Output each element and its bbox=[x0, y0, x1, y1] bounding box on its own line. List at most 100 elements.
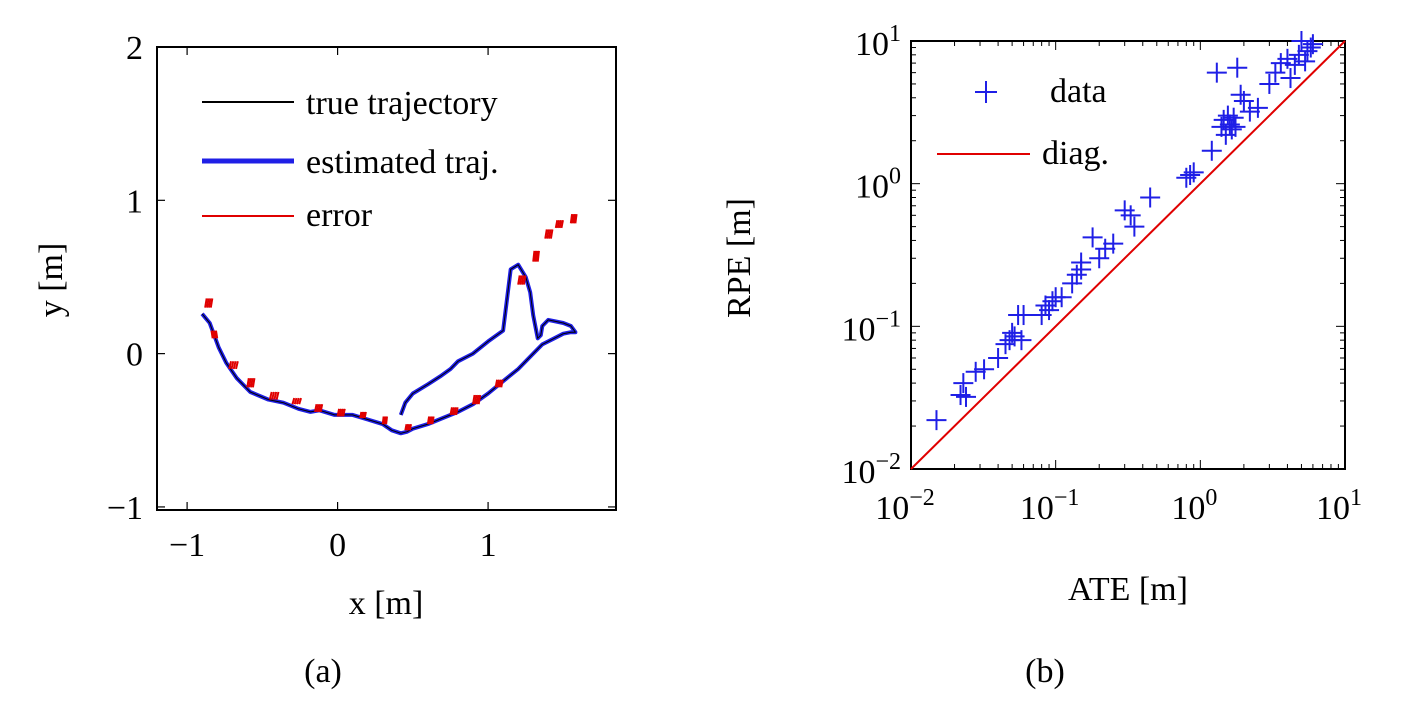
error-segment bbox=[209, 298, 214, 308]
error-segment bbox=[342, 408, 346, 417]
error-segment bbox=[426, 416, 431, 425]
data-point bbox=[926, 410, 947, 431]
data-point bbox=[956, 386, 977, 407]
legend-data-swatch bbox=[975, 81, 997, 103]
error-segment bbox=[429, 416, 434, 425]
error-segment bbox=[298, 397, 302, 405]
error-segment bbox=[475, 394, 480, 405]
error-segment bbox=[319, 404, 324, 413]
data-point bbox=[995, 334, 1016, 355]
chart-a-legend: true trajectory estimated traj. error bbox=[202, 85, 499, 234]
data-point bbox=[1183, 162, 1204, 183]
error-segment bbox=[268, 391, 273, 400]
data-point bbox=[988, 347, 1009, 368]
data-point bbox=[1051, 287, 1072, 308]
data-point bbox=[1114, 200, 1135, 221]
x-tick-label: 0 bbox=[329, 527, 346, 564]
chart-b-plot bbox=[910, 31, 1346, 470]
error-segment bbox=[404, 423, 408, 431]
error-segment bbox=[536, 250, 540, 262]
data-point bbox=[1295, 51, 1316, 72]
error-segment bbox=[385, 416, 389, 425]
error-segment bbox=[273, 391, 278, 400]
error-segment bbox=[451, 407, 455, 416]
error-segment bbox=[230, 361, 235, 370]
error-segment bbox=[500, 379, 504, 388]
true-trajectory-line bbox=[201, 264, 576, 434]
y-tick-label: 10−1 bbox=[841, 306, 901, 348]
data-point bbox=[1140, 187, 1161, 208]
data-point bbox=[965, 361, 986, 382]
data-point bbox=[1180, 165, 1201, 186]
x-tick-label: 100 bbox=[1171, 485, 1217, 527]
error-segment bbox=[498, 379, 502, 388]
error-segment bbox=[293, 397, 298, 405]
x-tick-label: 10−2 bbox=[875, 485, 935, 527]
error-segment bbox=[572, 213, 577, 224]
error-segment bbox=[382, 416, 386, 425]
error-segment bbox=[381, 416, 385, 425]
data-point bbox=[1071, 252, 1092, 273]
error-segment bbox=[251, 377, 256, 388]
error-segment bbox=[549, 229, 554, 239]
y-tick-label: 2 bbox=[126, 30, 143, 67]
error-segment bbox=[228, 361, 233, 370]
error-segment bbox=[569, 213, 574, 224]
error-segment bbox=[477, 394, 482, 405]
data-point bbox=[1013, 305, 1034, 326]
data-point bbox=[1239, 101, 1260, 122]
x-tick-label: 10−1 bbox=[1020, 485, 1080, 527]
data-point bbox=[1095, 238, 1116, 259]
data-point bbox=[1284, 54, 1305, 75]
y-tick-label: 1 bbox=[126, 183, 143, 220]
error-segment bbox=[295, 397, 300, 405]
error-segment bbox=[520, 275, 525, 285]
diagonal-line bbox=[910, 40, 1346, 470]
y-tick-label: 0 bbox=[126, 337, 143, 374]
data-point bbox=[1206, 62, 1227, 83]
estimated-trajectory-line bbox=[200, 262, 578, 436]
error-segment bbox=[206, 298, 210, 308]
error-segment bbox=[248, 377, 252, 388]
data-point bbox=[1300, 37, 1321, 58]
chart-a-frame bbox=[156, 46, 617, 511]
data-point bbox=[1103, 233, 1124, 254]
chart-a-xlabel: x [m] bbox=[349, 585, 424, 622]
data-point bbox=[974, 359, 995, 380]
data-point bbox=[1302, 34, 1323, 55]
data-point bbox=[1223, 107, 1244, 128]
chart-a-plot bbox=[200, 213, 578, 436]
error-segment bbox=[544, 229, 548, 239]
legend-data-label: data bbox=[1050, 73, 1107, 110]
error-segment bbox=[522, 275, 527, 285]
data-point bbox=[1259, 73, 1280, 94]
x-tick-label: 101 bbox=[1316, 485, 1362, 527]
error-segment bbox=[548, 229, 552, 239]
error-segment bbox=[215, 330, 219, 339]
error-segment bbox=[204, 298, 208, 308]
legend-estimated-traj-label: estimated traj. bbox=[306, 144, 499, 181]
error-segment bbox=[213, 330, 217, 339]
data-point bbox=[1233, 90, 1254, 111]
data-point bbox=[1042, 291, 1063, 312]
chart-b-grid-ticks bbox=[910, 40, 1346, 470]
data-point bbox=[1082, 227, 1103, 248]
data-point bbox=[1225, 116, 1246, 137]
legend-diag-label: diag. bbox=[1042, 135, 1109, 172]
error-segment bbox=[315, 404, 320, 413]
error-segment bbox=[340, 408, 344, 417]
error-segment bbox=[317, 404, 322, 413]
error-segment bbox=[405, 423, 410, 431]
error-segment bbox=[291, 397, 296, 405]
data-point bbox=[1227, 57, 1248, 78]
data-point bbox=[953, 373, 974, 394]
error-segment bbox=[556, 220, 561, 229]
error-segment bbox=[428, 416, 432, 425]
y-tick-label: 100 bbox=[855, 164, 901, 206]
error-segment bbox=[338, 408, 342, 417]
data-point bbox=[1062, 273, 1083, 294]
y-tick-label: 101 bbox=[855, 21, 901, 63]
legend-error-label: error bbox=[306, 197, 373, 234]
x-tick-label: 1 bbox=[480, 527, 497, 564]
